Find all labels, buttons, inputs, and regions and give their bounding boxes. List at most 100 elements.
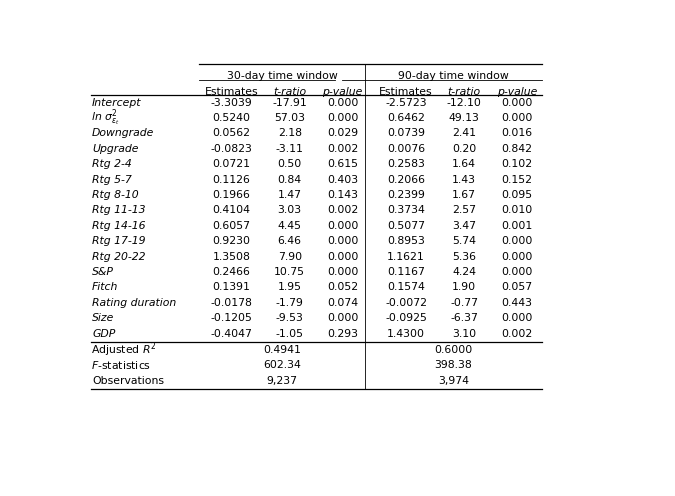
Text: 0.5077: 0.5077 xyxy=(387,221,425,231)
Text: 3.03: 3.03 xyxy=(277,205,302,215)
Text: $\mathit{ln}\ \sigma^2_{\varepsilon_t}$: $\mathit{ln}\ \sigma^2_{\varepsilon_t}$ xyxy=(90,108,119,128)
Text: 0.000: 0.000 xyxy=(501,98,533,108)
Text: Adjusted $R^2$: Adjusted $R^2$ xyxy=(90,341,156,359)
Text: 0.8953: 0.8953 xyxy=(387,236,425,246)
Text: 0.000: 0.000 xyxy=(501,313,533,323)
Text: 0.000: 0.000 xyxy=(501,236,533,246)
Text: 90-day time window: 90-day time window xyxy=(398,71,509,81)
Text: 3.47: 3.47 xyxy=(452,221,476,231)
Text: 0.000: 0.000 xyxy=(501,113,533,123)
Text: 1.67: 1.67 xyxy=(452,190,476,200)
Text: 4.24: 4.24 xyxy=(452,267,476,277)
Text: -0.0823: -0.0823 xyxy=(211,144,252,154)
Text: 0.1966: 0.1966 xyxy=(213,190,250,200)
Text: 0.002: 0.002 xyxy=(327,205,358,215)
Text: Rating duration: Rating duration xyxy=(92,298,176,308)
Text: 1.47: 1.47 xyxy=(277,190,302,200)
Text: 0.4104: 0.4104 xyxy=(213,205,250,215)
Text: 0.0721: 0.0721 xyxy=(213,159,250,169)
Text: 6.46: 6.46 xyxy=(277,236,302,246)
Text: Rtg 11-13: Rtg 11-13 xyxy=(92,205,146,215)
Text: -1.79: -1.79 xyxy=(276,298,304,308)
Text: 0.6000: 0.6000 xyxy=(434,345,472,355)
Text: 2.41: 2.41 xyxy=(452,128,476,138)
Text: 0.443: 0.443 xyxy=(502,298,533,308)
Text: p-value: p-value xyxy=(497,87,537,97)
Text: 0.0076: 0.0076 xyxy=(387,144,425,154)
Text: Estimates: Estimates xyxy=(379,87,433,97)
Text: Size: Size xyxy=(92,313,115,323)
Text: -1.05: -1.05 xyxy=(276,329,304,339)
Text: -6.37: -6.37 xyxy=(450,313,478,323)
Text: 0.029: 0.029 xyxy=(327,128,358,138)
Text: -9.53: -9.53 xyxy=(276,313,304,323)
Text: 0.001: 0.001 xyxy=(502,221,533,231)
Text: 0.152: 0.152 xyxy=(502,175,533,185)
Text: 5.36: 5.36 xyxy=(452,251,476,262)
Text: 57.03: 57.03 xyxy=(274,113,305,123)
Text: 7.90: 7.90 xyxy=(277,251,302,262)
Text: -0.0072: -0.0072 xyxy=(385,298,427,308)
Text: 0.2466: 0.2466 xyxy=(213,267,250,277)
Text: 0.2583: 0.2583 xyxy=(387,159,425,169)
Text: 2.18: 2.18 xyxy=(277,128,302,138)
Text: -0.77: -0.77 xyxy=(450,298,478,308)
Text: 0.5240: 0.5240 xyxy=(213,113,250,123)
Text: Fitch: Fitch xyxy=(92,282,119,293)
Text: 0.403: 0.403 xyxy=(327,175,358,185)
Text: Observations: Observations xyxy=(92,375,164,385)
Text: -0.0178: -0.0178 xyxy=(211,298,252,308)
Text: 0.000: 0.000 xyxy=(501,267,533,277)
Text: 0.1167: 0.1167 xyxy=(387,267,425,277)
Text: -0.1205: -0.1205 xyxy=(211,313,252,323)
Text: GDP: GDP xyxy=(92,329,115,339)
Text: 0.095: 0.095 xyxy=(502,190,533,200)
Text: 0.010: 0.010 xyxy=(502,205,533,215)
Text: 3.10: 3.10 xyxy=(452,329,476,339)
Text: 0.000: 0.000 xyxy=(327,251,358,262)
Text: -17.91: -17.91 xyxy=(273,98,307,108)
Text: 0.293: 0.293 xyxy=(327,329,358,339)
Text: S&P: S&P xyxy=(92,267,114,277)
Text: 0.016: 0.016 xyxy=(502,128,533,138)
Text: 0.1126: 0.1126 xyxy=(213,175,250,185)
Text: -12.10: -12.10 xyxy=(447,98,481,108)
Text: 0.000: 0.000 xyxy=(327,236,358,246)
Text: 0.0562: 0.0562 xyxy=(213,128,250,138)
Text: -3.3039: -3.3039 xyxy=(211,98,252,108)
Text: -0.0925: -0.0925 xyxy=(385,313,427,323)
Text: 3,974: 3,974 xyxy=(438,375,468,385)
Text: Rtg 17-19: Rtg 17-19 xyxy=(92,236,146,246)
Text: 0.9230: 0.9230 xyxy=(213,236,250,246)
Text: 0.000: 0.000 xyxy=(501,251,533,262)
Text: 1.1621: 1.1621 xyxy=(387,251,425,262)
Text: t-ratio: t-ratio xyxy=(273,87,306,97)
Text: 10.75: 10.75 xyxy=(274,267,305,277)
Text: -3.11: -3.11 xyxy=(276,144,304,154)
Text: 0.4941: 0.4941 xyxy=(263,345,301,355)
Text: 0.057: 0.057 xyxy=(502,282,533,293)
Text: Rtg 14-16: Rtg 14-16 xyxy=(92,221,146,231)
Text: 0.000: 0.000 xyxy=(327,98,358,108)
Text: 0.002: 0.002 xyxy=(502,329,533,339)
Text: 602.34: 602.34 xyxy=(263,360,301,370)
Text: 0.20: 0.20 xyxy=(452,144,477,154)
Text: Estimates: Estimates xyxy=(205,87,259,97)
Text: 0.6057: 0.6057 xyxy=(213,221,250,231)
Text: 30-day time window: 30-day time window xyxy=(227,71,338,81)
Text: 0.2066: 0.2066 xyxy=(387,175,425,185)
Text: Intercept: Intercept xyxy=(92,98,142,108)
Text: 0.50: 0.50 xyxy=(277,159,302,169)
Text: 0.2399: 0.2399 xyxy=(387,190,425,200)
Text: -2.5723: -2.5723 xyxy=(385,98,427,108)
Text: 0.0739: 0.0739 xyxy=(387,128,425,138)
Text: 1.3508: 1.3508 xyxy=(213,251,250,262)
Text: 0.052: 0.052 xyxy=(327,282,358,293)
Text: 0.000: 0.000 xyxy=(327,113,358,123)
Text: 5.74: 5.74 xyxy=(452,236,476,246)
Text: Rtg 2-4: Rtg 2-4 xyxy=(92,159,132,169)
Text: 1.43: 1.43 xyxy=(452,175,476,185)
Text: 9,237: 9,237 xyxy=(267,375,298,385)
Text: 1.95: 1.95 xyxy=(277,282,302,293)
Text: 2.57: 2.57 xyxy=(452,205,476,215)
